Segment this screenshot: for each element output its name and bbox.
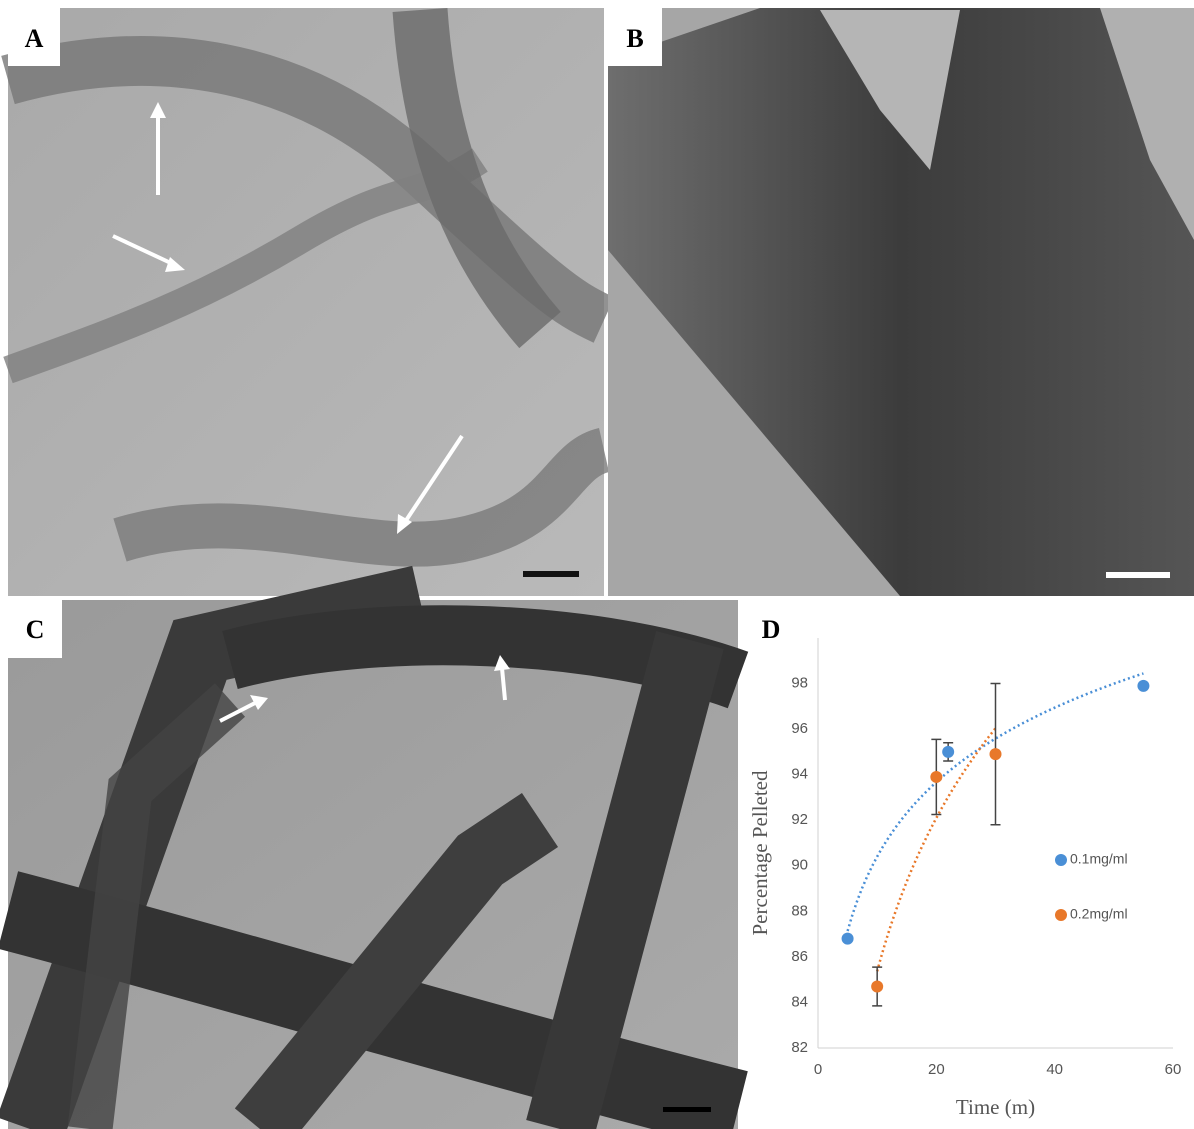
y-tick-label: 96 (791, 720, 808, 737)
x-tick-label: 20 (928, 1061, 945, 1078)
micrograph-c (0, 565, 749, 1129)
panel-label: C (26, 615, 45, 644)
micrograph-a (1, 8, 615, 596)
y-tick-label: 86 (791, 948, 808, 965)
data-point (1137, 679, 1150, 692)
data-point (989, 748, 1002, 761)
y-tick-label: 98 (791, 675, 808, 692)
data-point (871, 980, 884, 993)
trendline (875, 727, 997, 972)
data-point (942, 745, 955, 758)
trendline (846, 672, 1144, 932)
legend-marker (1055, 854, 1067, 866)
legend-label: 0.2mg/ml (1070, 906, 1128, 922)
y-tick-label: 82 (791, 1039, 808, 1056)
legend-label: 0.1mg/ml (1070, 851, 1128, 867)
y-axis-title: Percentage Pelleted (748, 770, 772, 936)
y-tick-label: 88 (791, 902, 808, 919)
y-tick-label: 94 (791, 766, 808, 783)
x-tick-label: 60 (1165, 1061, 1182, 1078)
legend-marker (1055, 909, 1067, 921)
x-tick-label: 40 (1046, 1061, 1063, 1078)
micrograph-b (608, 8, 1194, 596)
panel-label: B (626, 24, 643, 53)
data-point (841, 932, 854, 945)
y-tick-label: 90 (791, 857, 808, 874)
x-axis-title: Time (m) (956, 1095, 1035, 1119)
panel-label: D (762, 615, 781, 644)
x-tick-label: 0 (814, 1061, 822, 1078)
y-tick-label: 84 (791, 993, 808, 1010)
data-point (930, 770, 943, 783)
panel-label: A (25, 24, 44, 53)
y-tick-label: 92 (791, 811, 808, 828)
